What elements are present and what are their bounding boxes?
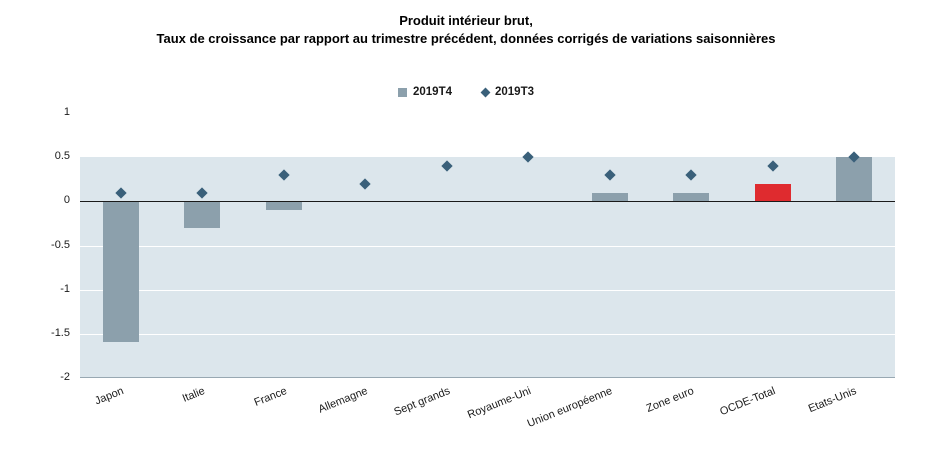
gridline [80,290,895,291]
bar [673,193,709,202]
y-axis-tick-label: 0.5 [54,150,70,162]
bar [184,201,220,228]
plot-area [80,113,895,378]
x-axis-category-label: OCDE-Total [718,385,778,419]
legend-label-2019T3: 2019T3 [495,86,535,98]
y-axis-tick-label: 1 [63,106,70,118]
bar [836,157,872,201]
x-axis-category-label: Union européenne [526,385,615,431]
x-axis-category-label: Italie [180,385,207,405]
gridline [80,246,895,247]
y-axis-labels: 1 0.5 0 -0.5 -1 -1.5 -2 [0,106,70,383]
y-axis-tick-label: -1.5 [51,327,70,339]
zero-axis-line [80,201,895,202]
x-axis-category-label: Zone euro [644,385,696,415]
diamond-legend-swatch-icon [480,87,491,97]
x-axis-category-label: Allemagne [316,385,370,416]
x-axis-category-label: Etats-Unis [806,385,859,416]
bar [266,201,302,210]
axis-baseline [80,377,895,378]
legend-item-2019T4: 2019T4 [397,86,452,98]
x-axis-labels: Japon Italie France Allemagne Sept grands Roy… [80,378,895,450]
x-axis-category-label: Royaume-Uni [465,385,533,422]
chart-title-line1: Produit intérieur brut, [399,13,533,28]
x-axis-category-label: Japon [93,385,126,408]
y-axis-tick-label: 0 [63,194,70,206]
bar [103,201,139,342]
bar [592,193,628,202]
legend: 2019T4 2019T3 [0,86,932,98]
y-axis-tick-label: -0.5 [51,239,70,251]
bar-legend-swatch-icon [397,87,407,97]
y-axis-tick-label: -1 [60,283,70,295]
x-axis-category-label: France [252,385,289,409]
chart-title: Produit intérieur brut, Taux de croissan… [0,12,932,48]
y-axis-tick-label: -2 [60,371,70,383]
legend-item-2019T3: 2019T3 [480,86,535,98]
bar [755,184,791,202]
x-axis-category-label: Sept grands [391,385,452,419]
chart-title-line2: Taux de croissance par rapport au trimes… [156,31,776,46]
gridline [80,334,895,335]
legend-label-2019T4: 2019T4 [412,86,452,98]
